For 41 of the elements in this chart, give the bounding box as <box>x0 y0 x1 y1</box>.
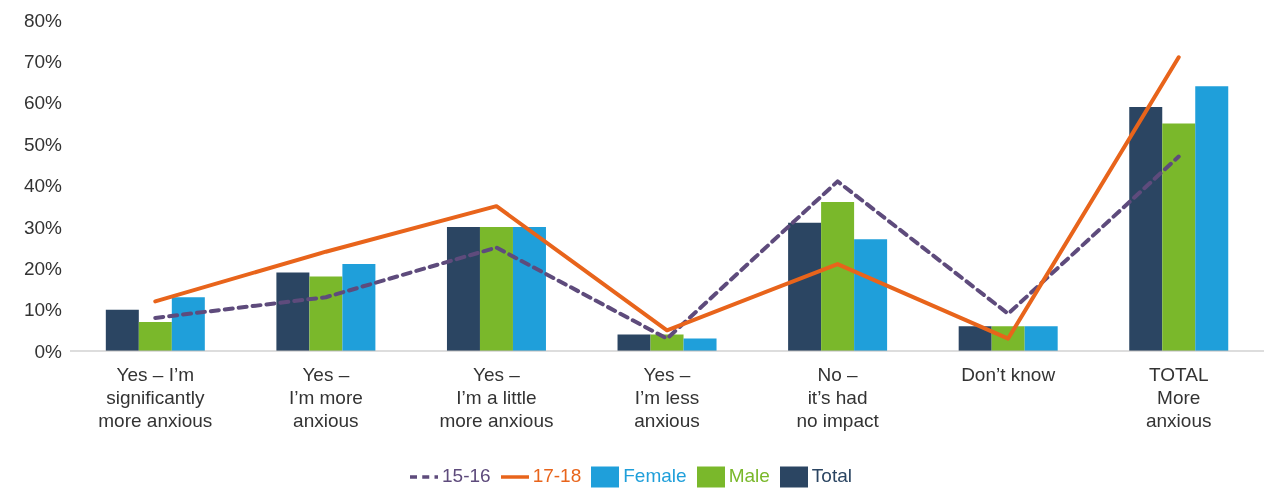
bar <box>1162 123 1196 351</box>
bar <box>958 326 992 351</box>
line-series <box>153 55 1181 341</box>
bar <box>1129 106 1163 351</box>
bar <box>821 202 855 351</box>
bar <box>479 226 513 351</box>
bar <box>342 264 376 351</box>
x-tick-label: Yes – I’m more anxious <box>288 364 363 431</box>
y-tick-label: 0% <box>34 340 63 362</box>
bar <box>105 309 139 351</box>
x-tick-label: No – it’s had no impact <box>796 364 880 431</box>
y-tick-label: 80% <box>23 9 63 31</box>
bar <box>854 239 888 351</box>
bar <box>1024 326 1058 351</box>
legend-label: Female <box>623 465 687 487</box>
bar <box>446 226 480 351</box>
legend-label: Male <box>728 465 770 487</box>
y-tick-label: 70% <box>23 51 63 73</box>
bar <box>138 322 172 351</box>
bar <box>512 226 546 351</box>
bar <box>276 272 310 351</box>
bar <box>171 297 205 351</box>
bar <box>309 276 343 351</box>
x-tick-label: Yes – I’m less anxious <box>634 364 700 431</box>
y-tick-label: 20% <box>23 257 63 279</box>
x-tick-label: Don’t know <box>961 364 1056 385</box>
bar <box>788 222 822 351</box>
legend-label: Total <box>811 465 852 487</box>
y-tick-label: 40% <box>23 175 63 197</box>
legend-label: 15-16 <box>442 465 491 487</box>
legend-label: 17-18 <box>532 465 582 487</box>
y-tick-label: 30% <box>23 216 63 238</box>
y-tick-label: 50% <box>23 133 63 155</box>
bar <box>1195 86 1229 351</box>
bar <box>617 334 651 351</box>
y-tick-label: 10% <box>23 299 63 321</box>
line-series <box>153 154 1181 341</box>
y-tick-label: 60% <box>23 92 63 114</box>
x-tick-label: TOTAL More anxious <box>1145 364 1212 431</box>
x-tick-label: Yes – I’m significantly more anxious <box>98 364 213 431</box>
x-tick-label: Yes – I’m a little more anxious <box>439 364 554 431</box>
